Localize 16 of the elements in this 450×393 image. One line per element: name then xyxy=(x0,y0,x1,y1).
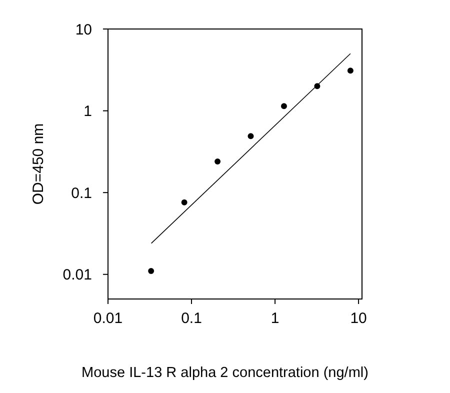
point xyxy=(214,158,221,164)
y-tick-label: 1 xyxy=(84,103,92,120)
point xyxy=(181,199,188,206)
y-tick-label: 0.01 xyxy=(62,266,92,284)
x-axis-title: Mouse IL-13 R alpha 2 concentration (ng/ml) xyxy=(82,365,368,381)
point xyxy=(148,268,154,274)
x-tick-label: 0.01 xyxy=(93,310,123,327)
x-tick-label: 10 xyxy=(350,310,367,327)
y-tick-label: 0.1 xyxy=(71,184,92,202)
point xyxy=(280,103,287,110)
x-tick-label: 0.1 xyxy=(181,310,202,327)
point xyxy=(347,68,354,74)
point xyxy=(248,133,254,140)
y-axis-title: OD=450 nm xyxy=(30,123,47,205)
y-tick-label: 10 xyxy=(75,21,92,38)
x-tick-label: 1 xyxy=(270,310,280,327)
